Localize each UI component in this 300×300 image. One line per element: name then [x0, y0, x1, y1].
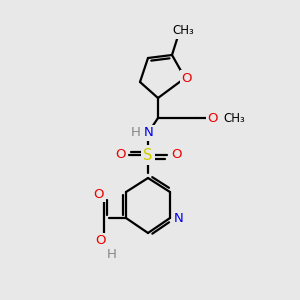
- Text: O: O: [96, 235, 106, 248]
- Text: CH₃: CH₃: [172, 25, 194, 38]
- Text: CH₃: CH₃: [223, 112, 245, 124]
- Text: S: S: [143, 148, 153, 163]
- Text: O: O: [208, 112, 218, 124]
- Text: O: O: [94, 188, 104, 200]
- Text: O: O: [171, 148, 181, 161]
- Text: H: H: [131, 127, 141, 140]
- Text: N: N: [174, 212, 184, 224]
- Text: O: O: [182, 71, 192, 85]
- Text: O: O: [115, 148, 125, 161]
- Text: N: N: [144, 127, 154, 140]
- Text: H: H: [107, 248, 117, 262]
